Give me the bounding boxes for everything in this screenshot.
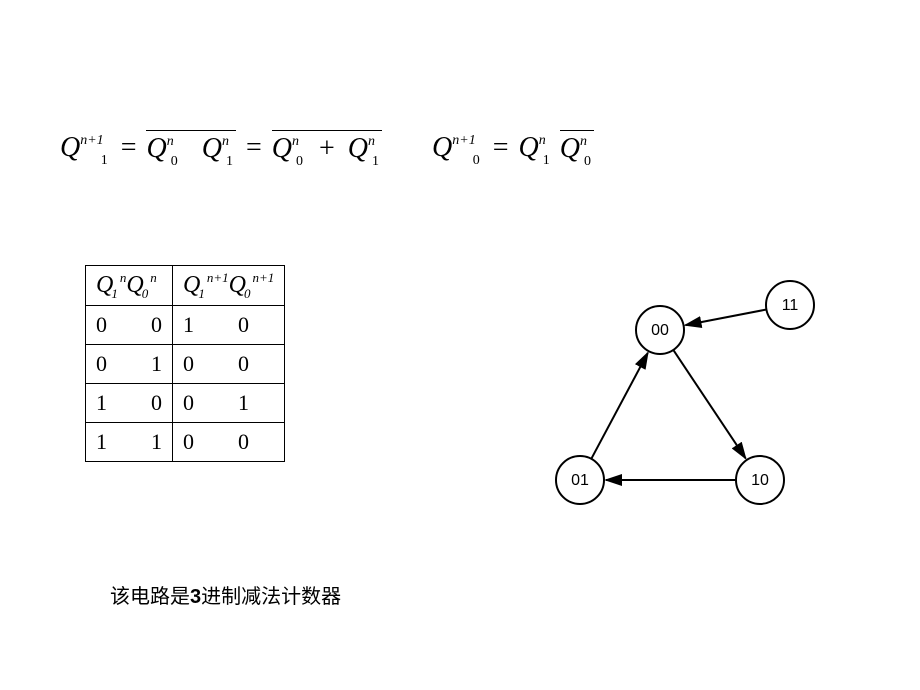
equation-1: Qn+11 = Qn0 Qn1 = Qn0 + Qn1 (60, 130, 382, 165)
eq2-rhsb-var: Q (560, 133, 580, 164)
eq1-rhs2a-sup: n (292, 134, 299, 149)
equation-2: Qn+10 = Qn1 Qn0 (432, 130, 594, 165)
state-edge (591, 353, 647, 459)
eq2-rhsa-var: Q (519, 132, 539, 163)
state-edge (673, 350, 745, 458)
cell: 0 (183, 390, 238, 416)
eq2-lhs-sub: 0 (473, 153, 480, 168)
eq1-rhs2a-var: Q (272, 133, 292, 164)
cell: 1 (151, 351, 162, 377)
th2a-sup: n+1 (207, 270, 229, 286)
eq1-rhs1b-sub: 1 (226, 154, 233, 169)
eq1-rhs1b-var: Q (202, 133, 222, 164)
state-diagram-svg: 00 11 01 10 (500, 270, 860, 530)
cell: 1 (238, 390, 249, 416)
table-header-next: Q1n+1 Q0n+1 (173, 266, 285, 306)
eq2-rhsb-sub: 0 (584, 154, 591, 169)
state-table: Q1n Q0n Q1n+1 Q0n+1 00 10 01 00 10 01 11 (85, 265, 285, 462)
cell: 0 (96, 312, 151, 338)
cell: 1 (96, 390, 151, 416)
eq1-rhs2a-sub: 0 (296, 154, 303, 169)
eq2-lhs-sup: n+1 (452, 133, 475, 148)
th1a-sup: n (120, 270, 127, 286)
cell: 0 (151, 312, 162, 338)
eq1-rhs1b-sup: n (222, 134, 229, 149)
cell: 0 (96, 351, 151, 377)
cell: 0 (183, 351, 238, 377)
eq1-rhs2b-sub: 1 (372, 154, 379, 169)
caption-num: 3 (190, 586, 201, 608)
eq2-rhsa-sub: 1 (543, 153, 550, 168)
table-row: 10 01 (86, 384, 285, 423)
th1b-sub: 0 (142, 286, 149, 302)
cell: 0 (183, 429, 238, 455)
eq1-rhs1a-sup: n (167, 134, 174, 149)
caption-prefix: 该电路是 (110, 586, 190, 608)
th1a-sub: 1 (111, 286, 118, 302)
equations-row: Qn+11 = Qn0 Qn1 = Qn0 + Qn1 Qn+10 = Qn1 (60, 130, 860, 165)
cell: 1 (96, 429, 151, 455)
eq1-lhs-sup: n+1 (80, 133, 103, 148)
caption: 该电路是3进制减法计数器 (110, 580, 341, 609)
eq1-rhs1a-sub: 0 (171, 154, 178, 169)
eq1-rhs2b-var: Q (348, 133, 368, 164)
caption-suffix: 进制减法计数器 (201, 586, 341, 608)
eq2-rhsb-sup: n (580, 134, 587, 149)
state-node-label: 11 (782, 297, 799, 314)
state-node-label: 01 (571, 472, 589, 489)
eq2-lhs-var: Q (432, 132, 452, 163)
state-node-label: 10 (751, 472, 769, 489)
table-header-current: Q1n Q0n (86, 266, 173, 306)
cell: 0 (151, 390, 162, 416)
cell: 0 (238, 429, 249, 455)
state-diagram: 00 11 01 10 (500, 270, 860, 530)
table-row: 11 00 (86, 423, 285, 462)
equals-sign: = (493, 132, 509, 164)
cell: 0 (238, 351, 249, 377)
equals-sign: = (246, 132, 262, 164)
th2b-sup: n+1 (252, 270, 274, 286)
eq1-rhs2b-sup: n (368, 134, 375, 149)
eq1-lhs-var: Q (60, 132, 80, 163)
plus-sign: + (319, 133, 335, 164)
state-edge (686, 310, 767, 326)
equals-sign: = (121, 132, 137, 164)
table-row: 00 10 (86, 306, 285, 345)
cell: 0 (238, 312, 249, 338)
table-row: 01 00 (86, 345, 285, 384)
th1b-sup: n (150, 270, 157, 286)
cell: 1 (183, 312, 238, 338)
th2a-sub: 1 (198, 286, 205, 302)
eq2-rhsa-sup: n (539, 133, 546, 148)
state-node-label: 00 (651, 322, 669, 339)
eq1-lhs-sub: 1 (101, 153, 108, 168)
th2b-sub: 0 (244, 286, 251, 302)
eq1-rhs1a-var: Q (146, 133, 166, 164)
cell: 1 (151, 429, 162, 455)
